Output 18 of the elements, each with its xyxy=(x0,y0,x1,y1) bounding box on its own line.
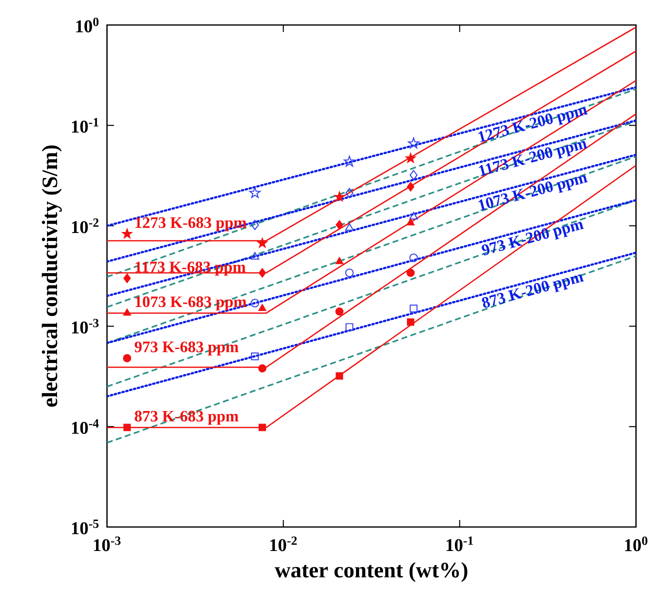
y-axis-title: electrical conductivity (S/m) xyxy=(42,145,62,407)
y-tick-label: 10$^{0}$ xyxy=(76,18,99,32)
x-tick-label: 10$^{-1}$ xyxy=(446,536,473,552)
y-tick-label: 10$^{-3}$ xyxy=(72,318,99,334)
x-axis-title: water content (wt%) xyxy=(274,562,468,582)
series-label: 973 K-683 ppm xyxy=(134,342,238,356)
y-tick-label: 10$^{-1}$ xyxy=(72,118,98,133)
text: 1173 K-200 ppm xyxy=(478,141,588,176)
x-tick-label: 10$^{-3}$ xyxy=(94,536,121,552)
text: 873 K-200 ppm xyxy=(482,274,584,308)
y-tick-label: 10$^{-2}$ xyxy=(72,218,98,234)
y-tick-label: 10$^{-5}$ xyxy=(72,520,99,534)
x-tick-label: 10$^{0}$ xyxy=(625,536,648,552)
text: 1273 K-200 ppm xyxy=(478,107,588,142)
y-tick-label: 10$^{-4}$ xyxy=(72,419,99,434)
x-tick-label: 10$^{-2}$ xyxy=(270,536,297,552)
text: 1073 K-200 ppm xyxy=(478,175,588,210)
text: 973 K-200 ppm xyxy=(482,222,584,256)
